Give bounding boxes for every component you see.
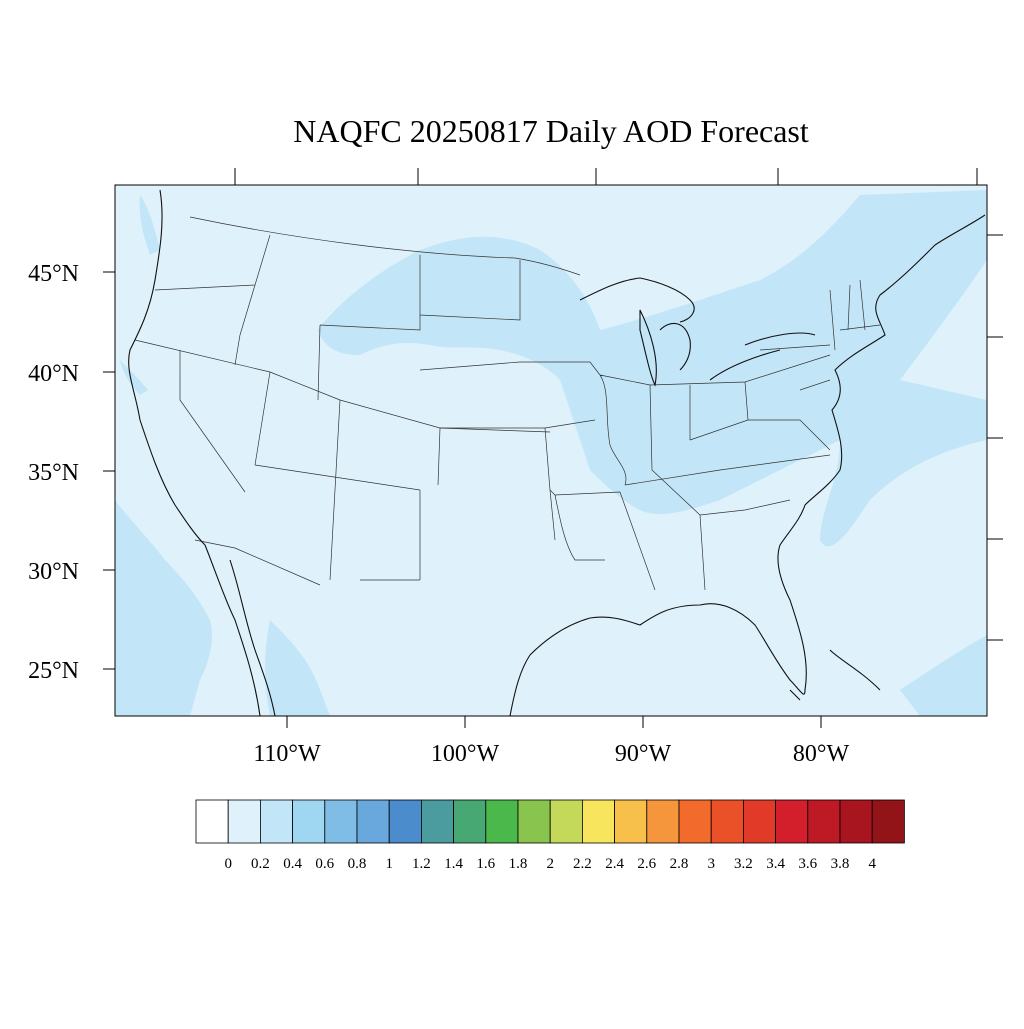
colorbar-box-15 <box>678 799 712 844</box>
colorbar-box-5 <box>356 799 390 844</box>
colorbar-label-10: 2 <box>546 856 554 872</box>
colorbar-label-11: 2.2 <box>573 856 592 872</box>
colorbar-label-2: 0.4 <box>283 856 302 872</box>
plume-atlantic-se <box>900 635 987 716</box>
colorbar-box-9 <box>485 799 519 844</box>
colorbar-box-20 <box>839 799 873 844</box>
colorbar-label-16: 3.2 <box>734 856 753 872</box>
colorbar-box-2 <box>259 799 293 844</box>
gulf-coast <box>509 214 986 717</box>
colorbar-label-9: 1.8 <box>509 856 528 872</box>
colorbar-label-4: 0.8 <box>348 856 367 872</box>
colorbar-box-1 <box>227 799 261 844</box>
colorbar-labels: 0 0.2 0.4 0.6 0.8 1 1.2 1.4 1.6 1.8 2 2.2 2.4 2.6 2.8 3… <box>224 856 876 872</box>
colorbar-label-7: 1.4 <box>444 856 463 872</box>
plume-gulf-of-california <box>265 620 330 716</box>
coastlines <box>128 189 986 717</box>
lat-label-35: 35°N <box>28 460 79 486</box>
map-ticks <box>103 168 1003 728</box>
colorbar-label-13: 2.6 <box>637 856 656 872</box>
state-lines-west <box>134 234 551 586</box>
latitude-labels: 45°N 40°N 35°N 30°N 25°N <box>28 261 79 684</box>
colorbar-box-7 <box>420 799 454 844</box>
colorbar-box-17 <box>743 799 777 844</box>
colorbar-box-0 <box>195 799 229 844</box>
state-lines-northeast <box>759 279 881 391</box>
florida-keys <box>789 649 881 701</box>
colorbar-label-20: 4 <box>868 856 876 872</box>
colorbar-label-14: 2.8 <box>670 856 689 872</box>
west-coast <box>128 189 261 717</box>
colorbar-box-16 <box>710 799 744 844</box>
lat-label-30: 30°N <box>28 559 79 585</box>
colorbar-label-18: 3.6 <box>798 856 817 872</box>
colorbar-box-12 <box>582 799 616 844</box>
colorbar-box-18 <box>775 799 809 844</box>
lon-label-90w: 90°W <box>615 741 672 767</box>
colorbar-label-5: 1 <box>385 856 393 872</box>
colorbar-label-3: 0.6 <box>315 856 334 872</box>
colorbar-box-4 <box>324 799 358 844</box>
baja-peninsula <box>229 559 276 717</box>
plume-pacific <box>115 500 212 716</box>
longitude-labels: 110°W 100°W 90°W 80°W <box>253 741 849 767</box>
colorbar-box-21 <box>871 799 905 844</box>
colorbar-label-12: 2.4 <box>605 856 624 872</box>
lon-label-100w: 100°W <box>431 741 500 767</box>
colorbar-box-6 <box>388 799 422 844</box>
lat-label-25: 25°N <box>28 658 79 684</box>
colorbar-label-0: 0 <box>224 856 232 872</box>
colorbar-label-17: 3.4 <box>766 856 785 872</box>
colorbar-box-8 <box>453 799 487 844</box>
colorbar-box-3 <box>292 799 326 844</box>
plume-california-coast <box>120 360 148 395</box>
lat-label-45: 45°N <box>28 261 79 287</box>
colorbar-box-13 <box>614 799 648 844</box>
map-title: NAQFC 20250817 Daily AOD Forecast <box>293 113 809 149</box>
colorbar <box>195 799 905 844</box>
colorbar-label-8: 1.6 <box>476 856 495 872</box>
map-frame <box>114 184 988 717</box>
great-lakes <box>579 277 816 387</box>
colorbar-label-19: 3.8 <box>831 856 850 872</box>
state-lines-central <box>440 354 831 591</box>
aod-plume-regions <box>115 190 987 716</box>
plume-northern-plains <box>318 190 987 547</box>
lon-label-110w: 110°W <box>253 741 321 767</box>
map-panel <box>114 184 988 717</box>
canada-border <box>189 216 581 276</box>
lon-label-80w: 80°W <box>793 741 850 767</box>
colorbar-box-10 <box>517 799 551 844</box>
plume-nw-coast <box>139 195 160 255</box>
state-boundaries <box>134 216 881 591</box>
colorbar-box-11 <box>549 799 583 844</box>
colorbar-label-6: 1.2 <box>412 856 431 872</box>
colorbar-label-15: 3 <box>707 856 715 872</box>
colorbar-box-14 <box>646 799 680 844</box>
lat-label-40: 40°N <box>28 361 79 387</box>
colorbar-box-19 <box>807 799 841 844</box>
colorbar-label-1: 0.2 <box>251 856 270 872</box>
